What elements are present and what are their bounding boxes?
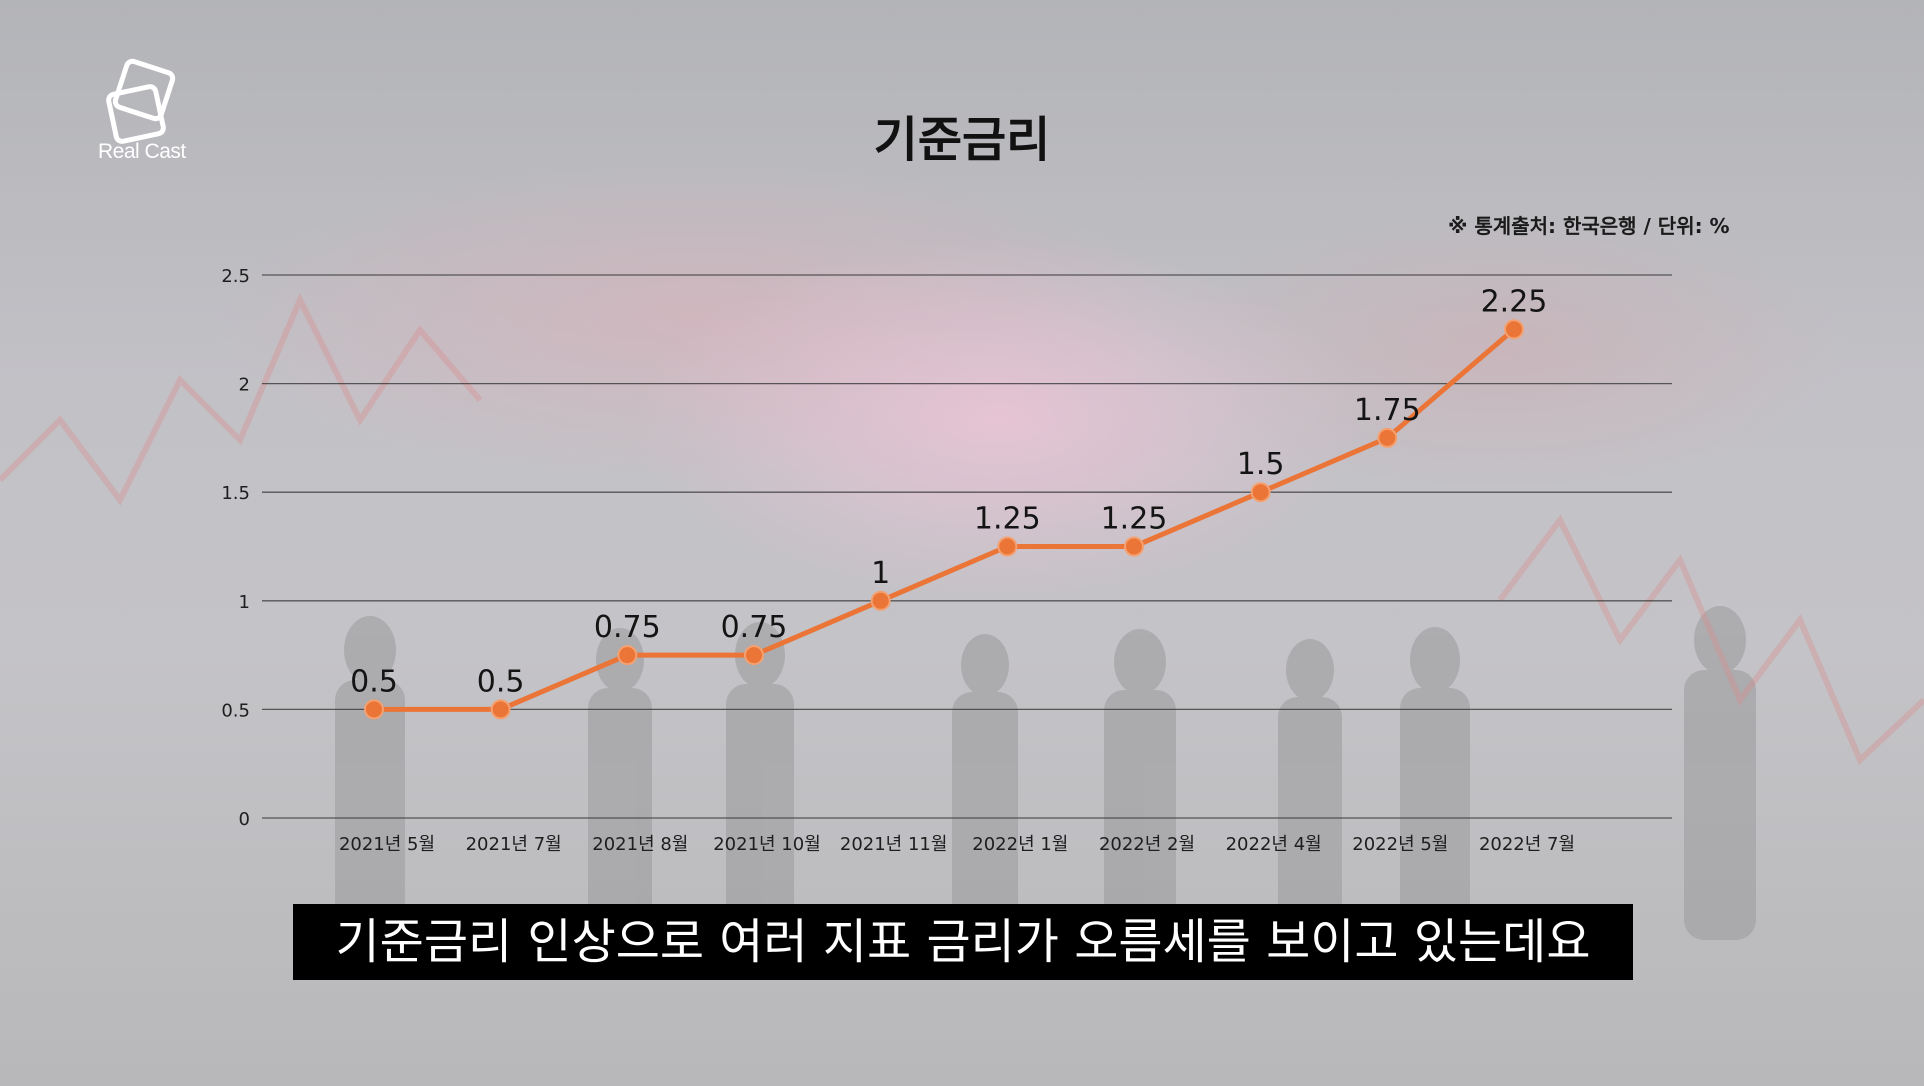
- source-note: ※ 통계출처: 한국은행 / 단위: %: [1448, 214, 1730, 238]
- y-tick-label: 0.5: [221, 700, 250, 721]
- data-point: [744, 645, 764, 666]
- data-point: [490, 699, 511, 720]
- y-tick-label: 1: [239, 592, 250, 613]
- data-label: 1.75: [1354, 393, 1421, 428]
- data-label: 1.5: [1237, 447, 1285, 482]
- x-tick-label: 2022년 7월: [1479, 834, 1575, 855]
- subtitle-caption: 기준금리 인상으로 여러 지표 금리가 오름세를 보이고 있는데요: [293, 904, 1633, 980]
- y-tick-label: 1.5: [221, 483, 250, 504]
- data-point: [1504, 319, 1524, 340]
- data-point: [364, 699, 384, 720]
- subtitle-text: 기준금리 인상으로 여러 지표 금리가 오름세를 보이고 있는데요: [335, 914, 1591, 970]
- x-tick-label: 2021년 8월: [592, 834, 688, 855]
- x-tick-label: 2022년 1월: [972, 834, 1068, 855]
- x-tick-label: 2022년 4월: [1226, 834, 1322, 855]
- x-tick-label: 2022년 2월: [1099, 834, 1195, 855]
- data-point: [1377, 427, 1398, 448]
- data-label: 2.25: [1481, 284, 1548, 319]
- series-line: [371, 326, 1517, 712]
- brand-name: Real Cast: [98, 140, 186, 163]
- chart-title: 기준금리: [873, 112, 1051, 168]
- realcast-logo-icon: [106, 58, 176, 144]
- data-label: 0.5: [350, 664, 398, 699]
- y-tick-label: 2: [239, 375, 250, 396]
- data-point: [617, 645, 638, 666]
- data-label: 1.25: [1101, 502, 1168, 537]
- data-label: 1.25: [974, 502, 1041, 537]
- data-label: 1: [871, 556, 890, 591]
- data-point: [1124, 536, 1144, 557]
- data-point: [1250, 482, 1271, 503]
- data-label: 0.75: [594, 610, 661, 645]
- x-tick-label: 2021년 10월: [713, 834, 821, 855]
- data-point: [997, 536, 1018, 557]
- y-tick-label: 2.5: [221, 266, 250, 287]
- data-point: [870, 590, 891, 611]
- x-tick-label: 2021년 11월: [840, 834, 948, 855]
- y-tick-label: 0: [239, 809, 250, 830]
- data-label: 0.75: [721, 610, 788, 645]
- x-tick-label: 2021년 5월: [339, 834, 435, 855]
- x-tick-label: 2021년 7월: [466, 834, 562, 855]
- x-tick-label: 2022년 5월: [1352, 834, 1448, 855]
- data-label: 0.5: [477, 664, 525, 699]
